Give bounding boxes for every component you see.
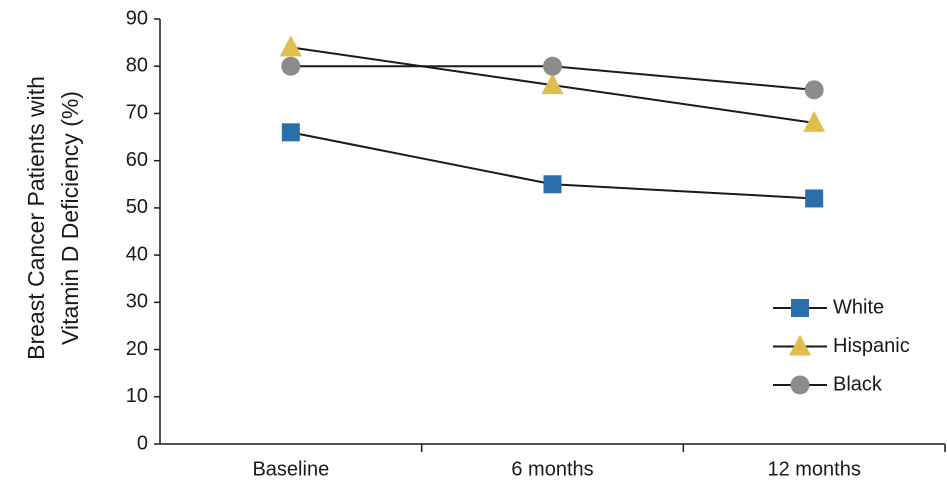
y-tick-label: 0 (137, 432, 148, 454)
y-tick-label: 20 (126, 338, 148, 360)
x-tick-label: 6 months (511, 458, 593, 480)
y-tick-label: 40 (126, 243, 148, 265)
y-tick-label: 70 (126, 102, 148, 124)
x-tick-label: Baseline (252, 458, 329, 480)
y-tick-label: 90 (126, 7, 148, 29)
data-point (543, 56, 562, 76)
y-tick-label: 60 (126, 149, 148, 171)
data-point (279, 35, 302, 57)
y-tick-label: 80 (126, 55, 148, 77)
legend-marker (791, 299, 809, 317)
data-point (281, 56, 301, 76)
data-point (803, 110, 826, 132)
data-point (543, 175, 562, 194)
y-tick-label: 50 (126, 196, 148, 218)
y-axis-label: Vitamin D Deficiency (%) (57, 91, 83, 345)
y-tick-label: 30 (126, 291, 148, 313)
data-point (804, 80, 824, 100)
legend-label: White (833, 296, 884, 318)
legend-label: Black (833, 373, 883, 395)
data-point (541, 73, 564, 95)
y-tick-label: 10 (126, 385, 148, 407)
legend-label: Hispanic (833, 335, 910, 357)
data-point (805, 189, 824, 208)
y-axis-label: Breast Cancer Patients with (23, 76, 49, 360)
data-point (281, 123, 300, 142)
legend-marker (790, 375, 810, 395)
x-tick-label: 12 months (767, 458, 860, 480)
legend-marker (789, 334, 811, 356)
